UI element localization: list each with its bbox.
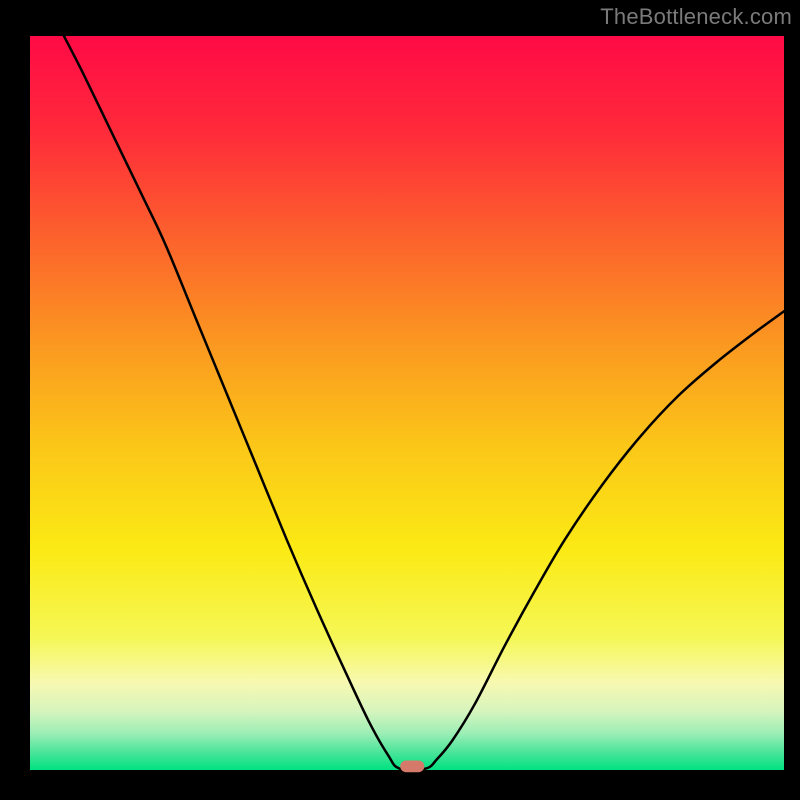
- current-config-marker: [400, 760, 424, 772]
- bottleneck-curve-chart: [0, 0, 800, 800]
- chart-frame: TheBottleneck.com: [0, 0, 800, 800]
